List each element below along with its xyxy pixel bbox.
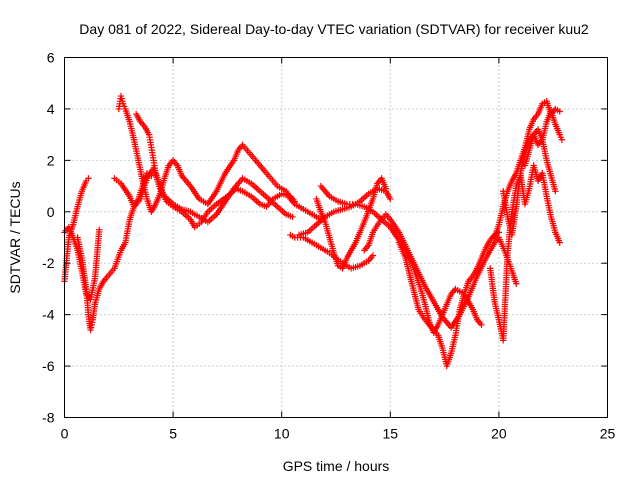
y-tick-label: -6 [42,358,55,374]
series-trace [116,95,322,222]
y-tick-label: 0 [47,204,55,220]
data-point [85,175,92,182]
y-tick-label: 4 [47,101,55,117]
y-axis-label: SDTVAR / TECUs [7,181,23,293]
y-tick-label: -2 [42,255,55,271]
series-trace [314,176,389,271]
y-tick-label: 6 [47,50,55,66]
series-track-8 [287,231,377,272]
series-trace [289,233,375,271]
x-axis-label: GPS time / hours [283,458,390,474]
data-series [61,92,566,370]
series-trace [362,212,519,329]
x-tick-label: 10 [274,426,290,442]
plot-frame [64,57,608,418]
series-track-14 [487,162,563,344]
x-tick-label: 20 [491,426,507,442]
series-trace [396,230,500,368]
x-tick-label: 25 [600,426,616,442]
x-tick-label: 0 [61,426,69,442]
series-track-13 [395,229,503,370]
series-trace [134,112,294,224]
y-tick-label: -8 [42,410,55,426]
grid-lines [64,57,608,418]
series-track-3 [74,234,99,334]
series-trace [522,128,558,193]
x-tick-label: 15 [383,426,399,442]
series-track-17 [521,126,559,195]
y-tick-label: 2 [47,152,55,168]
axis-ticks: 0 5 10 15 20 25 -8 -6 -4 -2 0 2 4 6 [42,50,615,442]
series-track-6 [115,92,324,223]
x-tick-label: 5 [169,426,177,442]
series-trace [298,186,393,238]
series-trace [500,110,564,236]
y-tick-label: -4 [42,307,55,323]
chart-title: Day 081 of 2022, Sidereal Day-to-day VTE… [79,21,589,37]
series-track-7 [132,110,296,226]
series-trace [74,236,98,332]
series-track-10 [313,175,390,272]
